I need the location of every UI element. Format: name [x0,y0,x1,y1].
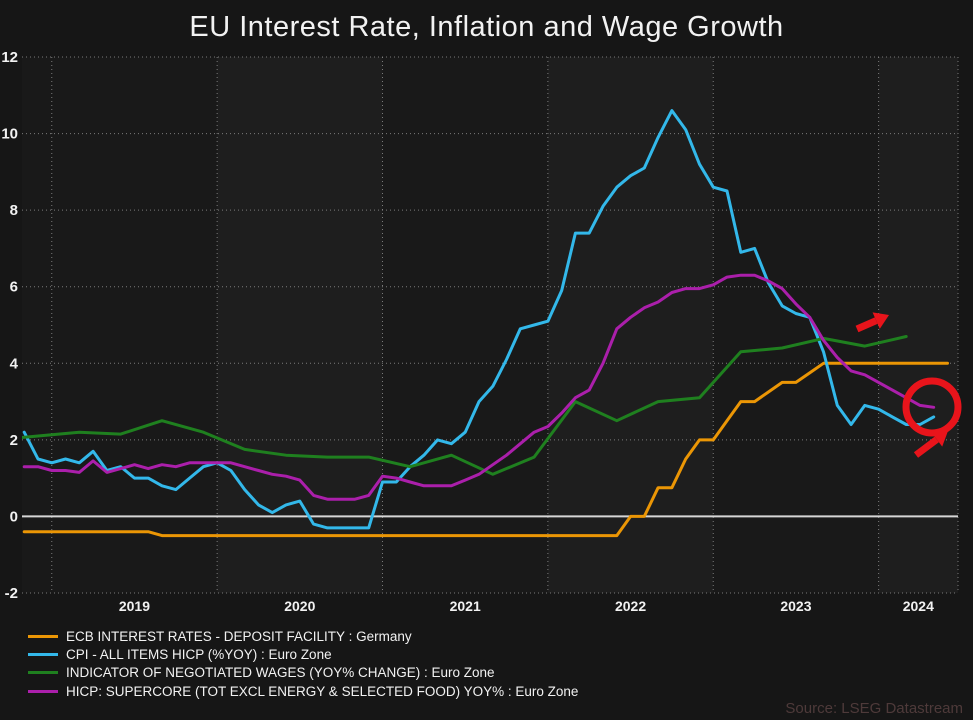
x-tick-label: 2023 [780,598,811,614]
year-band [217,57,383,593]
legend-label: HICP: SUPERCORE (TOT EXCL ENERGY & SELEC… [66,683,579,699]
legend-item-negotiated-wages: INDICATOR OF NEGOTIATED WAGES (YOY% CHAN… [28,664,578,682]
y-tick-label: 8 [10,202,18,219]
legend-label: ECB INTEREST RATES - DEPOSIT FACILITY : … [66,628,412,644]
y-tick-label: -2 [5,585,18,602]
legend-label: CPI - ALL ITEMS HICP (%YOY) : Euro Zone [66,647,332,663]
year-band [878,57,958,593]
series-line-hicp-supercore [22,273,936,501]
legend-swatch-cpi-hicp [28,653,58,657]
legend-item-hicp-supercore: HICP: SUPERCORE (TOT EXCL ENERGY & SELEC… [28,682,578,700]
annotation-arrowhead [872,312,889,329]
y-tick-label: 4 [10,355,19,372]
legend: ECB INTEREST RATES - DEPOSIT FACILITY : … [28,627,578,701]
y-tick-label: 12 [1,49,18,66]
year-band [713,57,879,593]
legend-swatch-ecb-rate [28,634,58,638]
series-line-negotiated-wages [22,335,908,476]
x-tick-label: 2021 [450,598,481,614]
legend-swatch-negotiated-wages [28,671,58,675]
x-tick-label: 2022 [615,598,646,614]
series-line-ecb-rate [22,361,949,538]
source-note: Source: LSEG Datastream [785,700,963,717]
legend-item-ecb-rate: ECB INTEREST RATES - DEPOSIT FACILITY : … [28,627,578,645]
x-tick-label: 2020 [284,598,315,614]
y-tick-label: 2 [10,432,18,449]
annotation-arrow [913,436,939,458]
year-band [382,57,548,593]
annotation-circle [902,377,962,437]
series-line-cpi-hicp [22,109,936,530]
legend-label: INDICATOR OF NEGOTIATED WAGES (YOY% CHAN… [66,665,495,681]
year-band [51,57,218,593]
annotation-arrow [855,317,878,333]
x-tick-label: 2024 [903,598,934,614]
x-tick-label: 2019 [119,598,150,614]
legend-swatch-hicp-supercore [28,689,58,693]
year-band [22,57,52,593]
year-band [547,57,714,593]
legend-item-cpi-hicp: CPI - ALL ITEMS HICP (%YOY) : Euro Zone [28,645,578,663]
page-title: EU Interest Rate, Inflation and Wage Gro… [189,11,784,43]
y-tick-label: 6 [10,279,18,296]
y-tick-label: 10 [1,126,18,143]
y-tick-label: 0 [10,508,18,525]
